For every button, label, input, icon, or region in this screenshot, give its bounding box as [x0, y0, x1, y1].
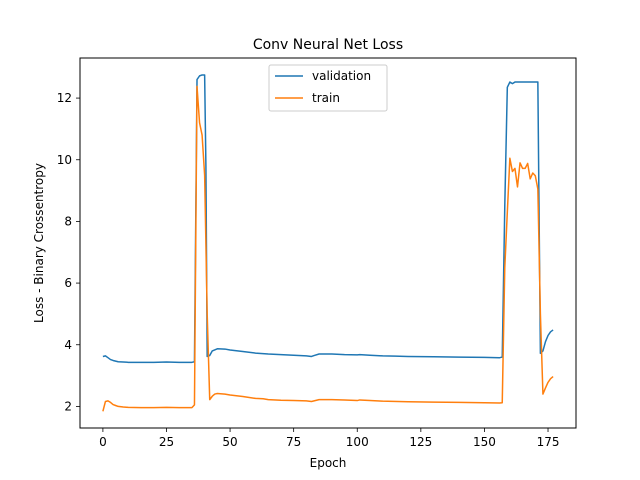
series-layer	[102, 74, 554, 412]
y-tick-label: 8	[64, 214, 72, 228]
plot-frame	[79, 57, 577, 429]
y-tick-label: 12	[57, 91, 72, 105]
x-axis-label: Epoch	[310, 456, 347, 470]
series-line-validation	[102, 74, 554, 364]
y-axis-ticks: 2 4 6 8 10 12	[57, 91, 80, 413]
x-tick-label: 50	[222, 435, 237, 449]
y-tick-label: 6	[64, 276, 72, 290]
series-line-train	[102, 85, 554, 412]
x-tick-label: 25	[159, 435, 174, 449]
legend-label-validation: validation	[312, 69, 371, 83]
plot-area	[80, 58, 576, 428]
x-tick-label: 150	[473, 435, 496, 449]
x-tick-label: 0	[99, 435, 107, 449]
y-tick-label: 2	[64, 399, 72, 413]
y-tick-label: 10	[57, 153, 72, 167]
y-axis-label: Loss - Binary Crossentropy	[32, 163, 46, 323]
x-tick-label: 100	[346, 435, 369, 449]
x-axis-ticks: 0 25 50 75 100 125 150 175	[99, 428, 559, 449]
legend-label-train: train	[312, 91, 340, 105]
x-tick-label: 125	[409, 435, 432, 449]
legend: validation train	[268, 64, 388, 112]
chart-title: Conv Neural Net Loss	[253, 37, 403, 53]
y-tick-label: 4	[64, 338, 72, 352]
x-tick-label: 175	[537, 435, 560, 449]
x-tick-label: 75	[286, 435, 301, 449]
